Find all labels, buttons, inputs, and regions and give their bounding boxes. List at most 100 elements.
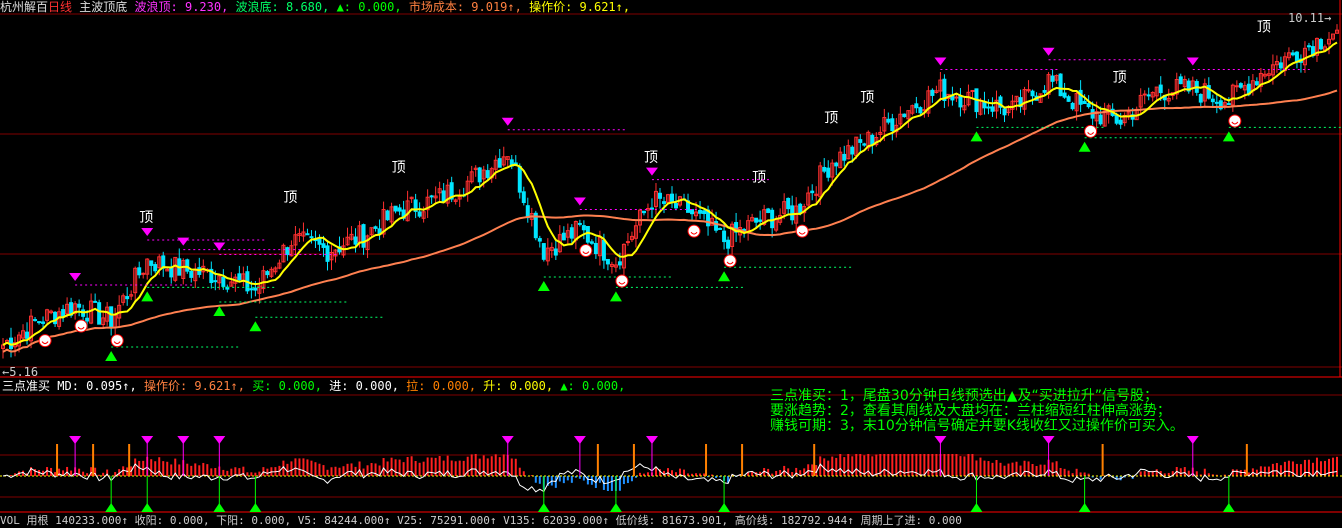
candle-body [1150, 91, 1155, 98]
candle-body [565, 230, 570, 238]
candle-body [1238, 83, 1243, 88]
top-label: 顶 [644, 150, 658, 166]
candle-body [730, 223, 735, 247]
bottom-triangle [249, 321, 262, 332]
candle-body [994, 99, 999, 112]
smiley-icon [795, 224, 809, 238]
candle-body [169, 267, 174, 278]
smiley-icon [579, 244, 593, 258]
period[interactable]: 日线 [48, 0, 73, 14]
candle-body [1010, 100, 1015, 110]
candle-body [830, 162, 835, 178]
main-header: 杭州解百日线 主波顶底 波浪顶: 9.230, 波浪底: 8.680, ▲: 0… [0, 0, 630, 14]
footer-volume: VOL 用根 140233.000↑ 收阳: 0.000, 下阳: 0.000,… [0, 514, 962, 527]
smiley-mouth [113, 341, 121, 345]
candle-body [561, 232, 566, 241]
candle-body [1286, 52, 1291, 59]
candle-body [577, 222, 582, 225]
candle-body [93, 300, 98, 303]
top-label: 顶 [1257, 20, 1271, 36]
candle-body [321, 243, 326, 248]
candle-body [862, 143, 867, 146]
peak-triangle [573, 197, 586, 206]
sub-peak-triangle [1042, 436, 1055, 444]
candle-body [445, 184, 450, 204]
stock-name: 杭州解百 [0, 0, 49, 14]
bottom-triangle [1078, 141, 1091, 152]
candle-body [998, 96, 1003, 108]
candle-body [501, 156, 506, 166]
candle-body [65, 303, 70, 315]
candle-body [842, 153, 847, 161]
candle-body [818, 165, 823, 198]
candle-body [1290, 52, 1295, 56]
candle-body [1078, 89, 1083, 105]
candle-body [85, 317, 90, 322]
candle-body [77, 303, 82, 308]
candle-body [417, 211, 422, 217]
candle-body [353, 236, 358, 245]
candle-body [209, 268, 214, 284]
candle-body [349, 233, 354, 240]
candle-body [1302, 47, 1307, 66]
candle-body [329, 251, 334, 261]
candle-body [1154, 86, 1159, 97]
header-item: ▲: 0.000, [560, 379, 626, 393]
candle-body [690, 209, 695, 215]
candle-body [653, 190, 658, 207]
candle-body [1314, 37, 1319, 56]
candle-body [297, 233, 302, 236]
candle-body [1046, 74, 1051, 95]
header-item: 市场成本: 9.019↑, [408, 0, 530, 14]
header-item: 拉: 0.000, [406, 379, 484, 393]
candle-body [637, 209, 642, 226]
candle-body [413, 199, 418, 212]
candle-body [882, 117, 887, 132]
bottom-triangle [970, 131, 983, 142]
candle-body [237, 273, 242, 281]
candle-body [886, 118, 891, 123]
smiley-icon [74, 319, 88, 333]
candle-body [53, 311, 58, 325]
candle-body [1326, 38, 1331, 45]
candle-body [1254, 81, 1259, 86]
candle-body [1210, 98, 1215, 103]
candle-body [714, 221, 719, 231]
smiley-icon [615, 274, 629, 288]
candle-body [593, 242, 598, 255]
candle-body [878, 131, 883, 135]
candle-body [397, 207, 402, 212]
candle-body [750, 217, 755, 222]
smiley-mouth [77, 326, 85, 330]
bottom-triangle [213, 305, 226, 316]
candle-body [906, 110, 911, 120]
candle-body [485, 170, 490, 178]
candle-body [181, 260, 186, 279]
candle-body [1242, 85, 1247, 91]
candle-body [457, 196, 462, 200]
candle-body [1230, 84, 1235, 106]
candle-body [289, 245, 294, 257]
candle-body [1166, 97, 1171, 102]
ma-long-line [2, 89, 1338, 353]
candle-body [553, 248, 558, 256]
candle-body [253, 287, 258, 291]
candle-body [1266, 73, 1271, 76]
candle-body [385, 210, 390, 221]
candle-body [633, 225, 638, 239]
peak-triangle [934, 57, 947, 66]
candle-body [1074, 93, 1079, 112]
candle-body [381, 209, 386, 235]
candle-body [33, 319, 38, 322]
candle-body [393, 205, 398, 212]
candle-body [665, 194, 670, 203]
candle-body [345, 236, 350, 246]
candle-body [1062, 92, 1067, 98]
candle-body [1198, 93, 1203, 103]
candle-body [141, 272, 146, 275]
bottom-triangle [609, 291, 622, 302]
sub-peak-triangle [501, 436, 514, 444]
smiley-icon [38, 334, 52, 348]
candle-body [97, 302, 102, 325]
candle-body [1054, 75, 1059, 81]
